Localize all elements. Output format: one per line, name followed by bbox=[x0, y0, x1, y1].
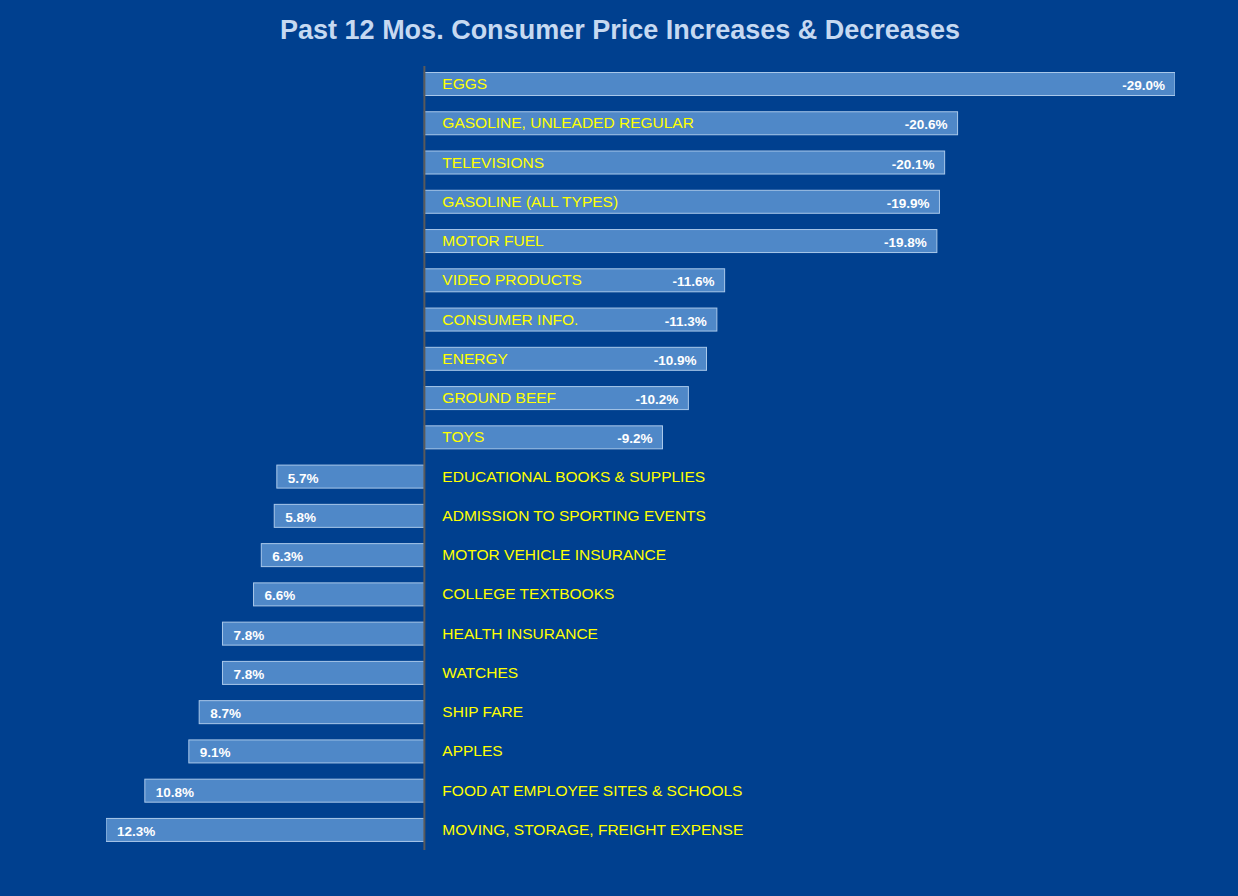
bar bbox=[424, 230, 936, 253]
category-label: GASOLINE (ALL TYPES) bbox=[442, 193, 618, 210]
bars bbox=[106, 73, 1175, 842]
category-label: TELEVISIONS bbox=[442, 154, 544, 171]
bar bbox=[277, 465, 425, 488]
bar bbox=[274, 504, 424, 527]
category-label: COLLEGE TEXTBOOKS bbox=[442, 585, 614, 602]
data-label: 7.8% bbox=[233, 628, 264, 643]
bar bbox=[199, 701, 424, 724]
data-label: -20.6% bbox=[905, 117, 948, 132]
category-label: TOYS bbox=[442, 428, 484, 445]
data-label: 6.3% bbox=[272, 549, 303, 564]
zero-axis bbox=[423, 66, 425, 850]
category-label: EDUCATIONAL BOOKS & SUPPLIES bbox=[442, 468, 705, 485]
bar bbox=[145, 779, 425, 802]
bar bbox=[424, 190, 939, 213]
category-label: HEALTH INSURANCE bbox=[442, 625, 598, 642]
data-label: 5.8% bbox=[285, 510, 316, 525]
category-label: FOOD AT EMPLOYEE SITES & SCHOOLS bbox=[442, 782, 742, 799]
category-label: EGGS bbox=[442, 75, 487, 92]
bar bbox=[261, 544, 424, 567]
category-label: APPLES bbox=[442, 742, 502, 759]
data-label: -10.2% bbox=[636, 392, 679, 407]
bar bbox=[424, 426, 662, 449]
category-label: GASOLINE, UNLEADED REGULAR bbox=[442, 114, 694, 131]
bar bbox=[222, 622, 424, 645]
data-label: 10.8% bbox=[156, 785, 194, 800]
data-label: -11.6% bbox=[673, 274, 715, 289]
bar bbox=[424, 347, 706, 370]
category-label: CONSUMER INFO. bbox=[442, 311, 578, 328]
category-label: VIDEO PRODUCTS bbox=[442, 271, 582, 288]
data-label: 12.3% bbox=[117, 824, 155, 839]
category-label: ENERGY bbox=[442, 350, 507, 367]
bar bbox=[424, 269, 724, 292]
data-label: -11.3% bbox=[665, 314, 707, 329]
category-label: MOTOR FUEL bbox=[442, 232, 544, 249]
bar bbox=[189, 740, 425, 763]
bar bbox=[254, 583, 425, 606]
data-label: 9.1% bbox=[200, 745, 231, 760]
data-label: -19.8% bbox=[884, 235, 927, 250]
bar bbox=[222, 661, 424, 684]
bar bbox=[424, 387, 688, 410]
bar bbox=[424, 73, 1175, 96]
chart: Past 12 Mos. Consumer Price Increases & … bbox=[0, 0, 1238, 896]
bar bbox=[424, 112, 957, 135]
data-label: 7.8% bbox=[233, 667, 264, 682]
data-label: -19.9% bbox=[887, 196, 930, 211]
background bbox=[0, 0, 1238, 896]
category-label: MOTOR VEHICLE INSURANCE bbox=[442, 546, 666, 563]
category-label: SHIP FARE bbox=[442, 703, 523, 720]
bar bbox=[106, 818, 424, 841]
bar bbox=[424, 151, 944, 174]
category-label: MOVING, STORAGE, FREIGHT EXPENSE bbox=[442, 821, 743, 838]
data-label: -9.2% bbox=[617, 431, 652, 446]
category-label: GROUND BEEF bbox=[442, 389, 556, 406]
data-label: 6.6% bbox=[265, 588, 296, 603]
data-label: -20.1% bbox=[892, 157, 935, 172]
data-label: -29.0% bbox=[1122, 78, 1165, 93]
title: Past 12 Mos. Consumer Price Increases & … bbox=[280, 15, 960, 45]
bar bbox=[424, 308, 716, 331]
data-label: -10.9% bbox=[654, 353, 697, 368]
category-label: WATCHES bbox=[442, 664, 518, 681]
data-label: 5.7% bbox=[288, 471, 319, 486]
texts: EGGS -29.0% GASOLINE, UNLEADED REGULAR -20.… bbox=[117, 75, 1165, 839]
category-label: ADMISSION TO SPORTING EVENTS bbox=[442, 507, 706, 524]
data-label: 8.7% bbox=[210, 706, 241, 721]
